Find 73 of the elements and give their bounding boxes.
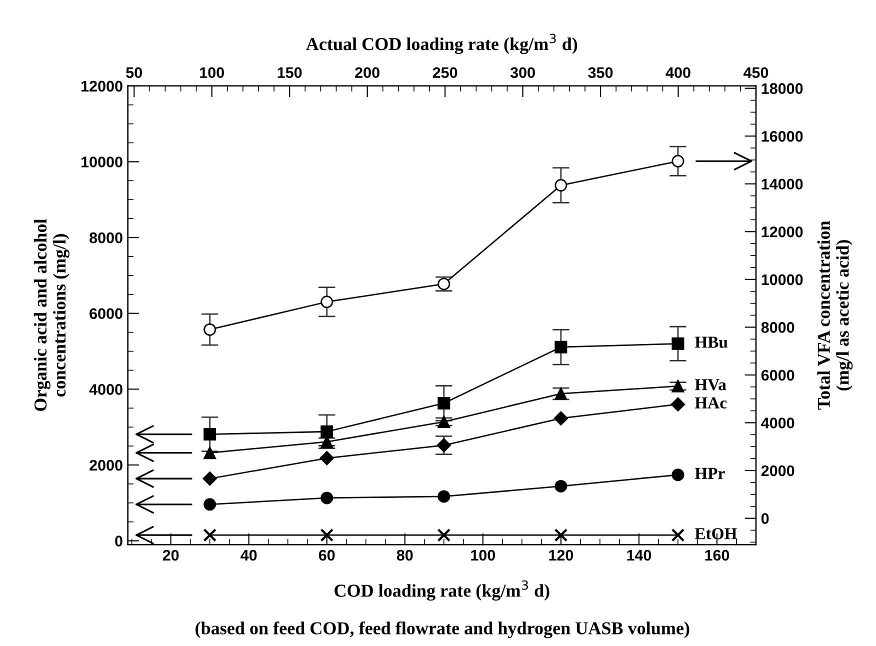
point <box>320 492 334 504</box>
point <box>670 397 686 412</box>
point <box>203 528 216 542</box>
x-tick-label: 140 <box>627 550 652 561</box>
point <box>554 179 568 192</box>
x2-tick-label: 50 <box>126 67 142 78</box>
point <box>554 340 568 354</box>
point <box>672 468 684 482</box>
x-tick-label: 40 <box>240 550 257 561</box>
legend-label: HPr <box>694 468 725 479</box>
point <box>554 480 568 492</box>
y2-tick-label: 8000 <box>761 322 794 333</box>
point <box>320 451 334 466</box>
x-axis-title: COD loading rate (kg/m$^{3}$ d) <box>334 580 550 601</box>
point <box>672 380 684 392</box>
point <box>204 498 216 511</box>
y2-tick-label: 18000 <box>762 83 803 94</box>
point <box>204 446 216 460</box>
point <box>438 490 450 503</box>
y2-tick-label: 10000 <box>762 274 803 286</box>
x2-tick-label: 300 <box>510 67 535 78</box>
y2-tick-label: 6000 <box>761 370 794 381</box>
point <box>204 428 216 441</box>
y2-tick-label: 2000 <box>761 465 794 476</box>
y2-tick-label: 4000 <box>761 418 794 428</box>
point <box>438 416 450 428</box>
point <box>202 472 217 486</box>
y2-axis-title: Total VFA concentration (mg/l as acetic acid) <box>817 220 853 410</box>
y2-tick-label: 16000 <box>762 130 803 142</box>
point <box>671 528 685 542</box>
x-tick-label: 80 <box>396 550 413 561</box>
legend-label: HAc <box>694 397 727 408</box>
y-tick-label: 6000 <box>90 308 122 320</box>
x-tick-label: 60 <box>318 550 335 561</box>
y2-tick-label: 14000 <box>762 178 803 190</box>
y2-tick-label: 12000 <box>762 226 803 238</box>
y-axis-title: Organic acid and alcohol concentrations (mg/l) <box>34 219 70 411</box>
x2-axis-title: Actual COD loading rate (kg/m$^{3}$ d) <box>306 34 578 54</box>
y-tick-label: 12000 <box>82 80 122 92</box>
x-tick-label: 100 <box>471 550 496 561</box>
point <box>320 528 334 542</box>
y-tick-label: 8000 <box>90 232 122 244</box>
point <box>672 154 684 168</box>
point <box>437 528 451 542</box>
y-tick-label: 10000 <box>82 156 122 168</box>
x2-tick-label: 150 <box>278 67 302 78</box>
point <box>554 528 568 542</box>
y-tick-label: 2000 <box>90 460 122 471</box>
y2-tick-label: 0 <box>761 513 769 524</box>
legend-label: HVa <box>694 379 726 390</box>
point <box>554 387 568 400</box>
x2-tick-label: 350 <box>588 67 613 78</box>
x2-tick-label: 100 <box>200 67 224 78</box>
text: (based on feed COD, feed flowrate and hydrogen UASB volume) <box>196 622 690 638</box>
y-tick-label: 0 <box>115 536 122 546</box>
point <box>554 411 568 426</box>
x-tick-label: 120 <box>549 550 574 561</box>
x-tick-label: 20 <box>162 550 179 561</box>
x2-tick-label: 200 <box>355 67 380 78</box>
x2-tick-label: 250 <box>432 67 458 78</box>
x2-tick-label: 450 <box>743 67 768 78</box>
legend-label: EtOH <box>694 528 737 540</box>
point <box>320 425 334 438</box>
x2-tick-label: 400 <box>666 67 690 78</box>
point <box>438 278 450 290</box>
point <box>436 438 451 452</box>
legend-label: HBu <box>694 336 728 348</box>
point <box>204 323 216 336</box>
x-tick-label: 160 <box>705 550 730 561</box>
y-tick-label: 4000 <box>89 384 122 395</box>
point <box>672 337 684 350</box>
point <box>320 296 334 308</box>
point <box>438 396 450 410</box>
